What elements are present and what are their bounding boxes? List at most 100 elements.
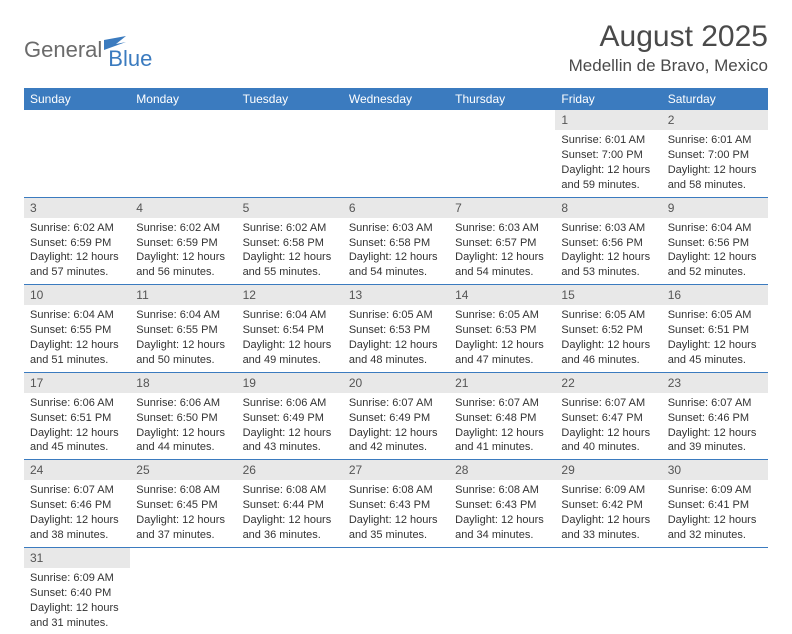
day-number: 9 xyxy=(662,198,768,218)
calendar-cell: .. xyxy=(130,110,236,197)
daylight-text: and 59 minutes. xyxy=(561,178,655,193)
day-content: Sunrise: 6:05 AMSunset: 6:53 PMDaylight:… xyxy=(343,305,449,371)
calendar-cell: 25Sunrise: 6:08 AMSunset: 6:45 PMDayligh… xyxy=(130,460,236,548)
calendar-cell: 10Sunrise: 6:04 AMSunset: 6:55 PMDayligh… xyxy=(24,285,130,373)
daylight-text: Daylight: 12 hours xyxy=(136,338,230,353)
calendar-cell: .. xyxy=(130,547,236,634)
day-content: Sunrise: 6:07 AMSunset: 6:48 PMDaylight:… xyxy=(449,393,555,459)
sunset-text: Sunset: 6:51 PM xyxy=(30,411,124,426)
calendar-cell: 9Sunrise: 6:04 AMSunset: 6:56 PMDaylight… xyxy=(662,197,768,285)
daylight-text: Daylight: 12 hours xyxy=(243,250,337,265)
sunrise-text: Sunrise: 6:06 AM xyxy=(136,396,230,411)
day-content: Sunrise: 6:03 AMSunset: 6:56 PMDaylight:… xyxy=(555,218,661,284)
calendar-cell: 13Sunrise: 6:05 AMSunset: 6:53 PMDayligh… xyxy=(343,285,449,373)
daylight-text: Daylight: 12 hours xyxy=(668,513,762,528)
sunset-text: Sunset: 6:56 PM xyxy=(668,236,762,251)
day-number: 31 xyxy=(24,548,130,568)
daylight-text: and 42 minutes. xyxy=(349,440,443,455)
sunset-text: Sunset: 6:41 PM xyxy=(668,498,762,513)
sunset-text: Sunset: 6:53 PM xyxy=(455,323,549,338)
sunset-text: Sunset: 6:55 PM xyxy=(30,323,124,338)
daylight-text: Daylight: 12 hours xyxy=(243,426,337,441)
calendar-cell: 29Sunrise: 6:09 AMSunset: 6:42 PMDayligh… xyxy=(555,460,661,548)
calendar-cell: 23Sunrise: 6:07 AMSunset: 6:46 PMDayligh… xyxy=(662,372,768,460)
daylight-text: Daylight: 12 hours xyxy=(455,250,549,265)
sunrise-text: Sunrise: 6:02 AM xyxy=(30,221,124,236)
calendar-cell: .. xyxy=(237,547,343,634)
weekday-header: Monday xyxy=(130,88,236,110)
sunset-text: Sunset: 6:42 PM xyxy=(561,498,655,513)
day-number: 2 xyxy=(662,110,768,130)
sunrise-text: Sunrise: 6:09 AM xyxy=(30,571,124,586)
sunrise-text: Sunrise: 6:08 AM xyxy=(455,483,549,498)
sunrise-text: Sunrise: 6:05 AM xyxy=(668,308,762,323)
day-content: Sunrise: 6:09 AMSunset: 6:41 PMDaylight:… xyxy=(662,480,768,546)
daylight-text: and 53 minutes. xyxy=(561,265,655,280)
sunset-text: Sunset: 6:40 PM xyxy=(30,586,124,601)
daylight-text: Daylight: 12 hours xyxy=(561,163,655,178)
calendar-cell: 30Sunrise: 6:09 AMSunset: 6:41 PMDayligh… xyxy=(662,460,768,548)
header: General Blue August 2025 Medellin de Bra… xyxy=(24,20,768,76)
sunset-text: Sunset: 6:58 PM xyxy=(243,236,337,251)
month-title: August 2025 xyxy=(569,20,768,54)
sunrise-text: Sunrise: 6:05 AM xyxy=(561,308,655,323)
day-content: Sunrise: 6:01 AMSunset: 7:00 PMDaylight:… xyxy=(555,130,661,196)
daylight-text: and 52 minutes. xyxy=(668,265,762,280)
calendar-cell: 3Sunrise: 6:02 AMSunset: 6:59 PMDaylight… xyxy=(24,197,130,285)
sunrise-text: Sunrise: 6:07 AM xyxy=(349,396,443,411)
daylight-text: and 45 minutes. xyxy=(668,353,762,368)
daylight-text: and 54 minutes. xyxy=(349,265,443,280)
day-number: 30 xyxy=(662,460,768,480)
sunset-text: Sunset: 6:58 PM xyxy=(349,236,443,251)
calendar-cell: 26Sunrise: 6:08 AMSunset: 6:44 PMDayligh… xyxy=(237,460,343,548)
daylight-text: Daylight: 12 hours xyxy=(668,426,762,441)
sunrise-text: Sunrise: 6:07 AM xyxy=(561,396,655,411)
sunrise-text: Sunrise: 6:07 AM xyxy=(30,483,124,498)
day-number: 19 xyxy=(237,373,343,393)
day-content: Sunrise: 6:04 AMSunset: 6:55 PMDaylight:… xyxy=(130,305,236,371)
day-number: 7 xyxy=(449,198,555,218)
sunrise-text: Sunrise: 6:02 AM xyxy=(136,221,230,236)
daylight-text: and 34 minutes. xyxy=(455,528,549,543)
sunrise-text: Sunrise: 6:02 AM xyxy=(243,221,337,236)
calendar-cell: 28Sunrise: 6:08 AMSunset: 6:43 PMDayligh… xyxy=(449,460,555,548)
sunset-text: Sunset: 6:46 PM xyxy=(30,498,124,513)
daylight-text: Daylight: 12 hours xyxy=(243,338,337,353)
day-content: Sunrise: 6:02 AMSunset: 6:58 PMDaylight:… xyxy=(237,218,343,284)
sunrise-text: Sunrise: 6:08 AM xyxy=(243,483,337,498)
day-content: Sunrise: 6:08 AMSunset: 6:45 PMDaylight:… xyxy=(130,480,236,546)
day-content: Sunrise: 6:05 AMSunset: 6:51 PMDaylight:… xyxy=(662,305,768,371)
sunset-text: Sunset: 6:43 PM xyxy=(455,498,549,513)
sunset-text: Sunset: 6:55 PM xyxy=(136,323,230,338)
day-number: 22 xyxy=(555,373,661,393)
day-number: 24 xyxy=(24,460,130,480)
sunset-text: Sunset: 6:48 PM xyxy=(455,411,549,426)
calendar-cell: 2Sunrise: 6:01 AMSunset: 7:00 PMDaylight… xyxy=(662,110,768,197)
logo-text-blue: Blue xyxy=(108,46,152,72)
sunrise-text: Sunrise: 6:03 AM xyxy=(455,221,549,236)
calendar-cell: 6Sunrise: 6:03 AMSunset: 6:58 PMDaylight… xyxy=(343,197,449,285)
daylight-text: Daylight: 12 hours xyxy=(136,426,230,441)
daylight-text: Daylight: 12 hours xyxy=(349,513,443,528)
daylight-text: and 55 minutes. xyxy=(243,265,337,280)
sunset-text: Sunset: 6:44 PM xyxy=(243,498,337,513)
sunrise-text: Sunrise: 6:07 AM xyxy=(455,396,549,411)
day-number: 25 xyxy=(130,460,236,480)
sunrise-text: Sunrise: 6:08 AM xyxy=(349,483,443,498)
sunrise-text: Sunrise: 6:05 AM xyxy=(349,308,443,323)
day-number: 10 xyxy=(24,285,130,305)
calendar-cell: .. xyxy=(449,547,555,634)
logo: General Blue xyxy=(24,28,152,72)
day-number: 5 xyxy=(237,198,343,218)
day-content: Sunrise: 6:06 AMSunset: 6:51 PMDaylight:… xyxy=(24,393,130,459)
daylight-text: and 57 minutes. xyxy=(30,265,124,280)
sunrise-text: Sunrise: 6:04 AM xyxy=(136,308,230,323)
sunrise-text: Sunrise: 6:09 AM xyxy=(561,483,655,498)
calendar-cell: .. xyxy=(343,547,449,634)
day-number: 4 xyxy=(130,198,236,218)
calendar-cell: .. xyxy=(24,110,130,197)
day-number: 20 xyxy=(343,373,449,393)
daylight-text: and 36 minutes. xyxy=(243,528,337,543)
daylight-text: and 54 minutes. xyxy=(455,265,549,280)
calendar-cell: 11Sunrise: 6:04 AMSunset: 6:55 PMDayligh… xyxy=(130,285,236,373)
